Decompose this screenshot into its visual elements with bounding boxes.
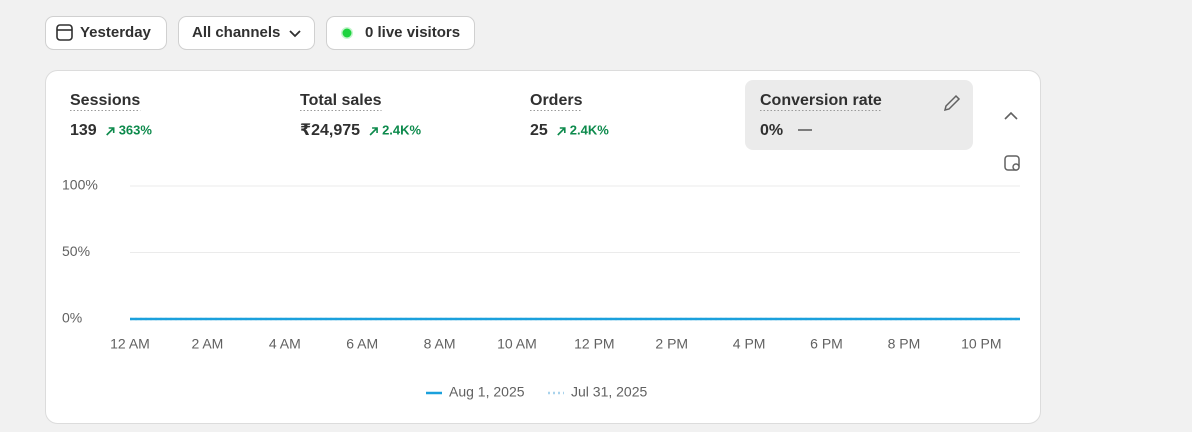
x-tick-label: 8 AM bbox=[424, 336, 456, 352]
metric-change: 363% bbox=[119, 122, 153, 137]
metric-change: 2.4K% bbox=[382, 122, 421, 137]
metric-value: 139 bbox=[70, 122, 97, 139]
channel-label[interactable]: All channels bbox=[192, 24, 280, 41]
selected-metric-bg[interactable] bbox=[745, 80, 973, 150]
collapse-button[interactable] bbox=[1004, 111, 1018, 120]
metric-label[interactable]: Orders bbox=[530, 92, 583, 109]
metric-label[interactable]: Sessions bbox=[70, 92, 140, 109]
metric-value: 25 bbox=[530, 122, 548, 139]
metric-change: 2.4K% bbox=[570, 122, 609, 137]
annotation-icon[interactable] bbox=[1004, 155, 1020, 171]
x-tick-label: 10 PM bbox=[961, 336, 1001, 352]
legend-label: Jul 31, 2025 bbox=[571, 384, 647, 400]
x-tick-label: 10 AM bbox=[497, 336, 537, 352]
x-tick-label: 6 PM bbox=[810, 336, 843, 352]
date-label[interactable]: Yesterday bbox=[80, 24, 152, 41]
y-tick-label: 50% bbox=[62, 243, 90, 259]
up-arrow bbox=[106, 127, 115, 136]
x-tick-label: 4 AM bbox=[269, 336, 301, 352]
live-button[interactable]: 0 live visitors bbox=[326, 16, 475, 50]
button-bg[interactable] bbox=[326, 16, 475, 50]
x-tick-label: 2 AM bbox=[191, 336, 223, 352]
button-bg[interactable] bbox=[45, 16, 167, 50]
chevron-down bbox=[289, 30, 301, 38]
metric-value: ₹24,975 bbox=[300, 122, 360, 139]
date-button[interactable]: Yesterday bbox=[45, 16, 167, 50]
edit-icon[interactable] bbox=[943, 94, 961, 112]
y-tick-label: 0% bbox=[62, 310, 82, 326]
metric-label[interactable]: Total sales bbox=[300, 92, 382, 109]
x-tick-label: 4 PM bbox=[733, 336, 766, 352]
x-tick-label: 12 PM bbox=[574, 336, 614, 352]
calendar-icon bbox=[56, 24, 73, 41]
x-tick-label: 8 PM bbox=[888, 336, 921, 352]
live-label[interactable]: 0 live visitors bbox=[365, 24, 460, 41]
x-tick-label: 2 PM bbox=[655, 336, 688, 352]
icon-part[interactable] bbox=[1004, 155, 1020, 171]
legend-label: Aug 1, 2025 bbox=[449, 384, 525, 400]
up-arrow bbox=[557, 127, 566, 136]
x-tick-label: 6 AM bbox=[346, 336, 378, 352]
y-tick-label: 100% bbox=[62, 177, 98, 193]
metric-value: 0% bbox=[760, 122, 783, 139]
card bbox=[45, 70, 1041, 424]
x-tick-label: 12 AM bbox=[110, 336, 150, 352]
channel-button[interactable]: All channels bbox=[178, 16, 315, 50]
live-dot bbox=[342, 28, 352, 38]
icon-part[interactable] bbox=[1012, 163, 1020, 171]
up-arrow bbox=[369, 127, 378, 136]
metric-label[interactable]: Conversion rate bbox=[760, 92, 882, 109]
button-bg[interactable] bbox=[178, 16, 315, 50]
